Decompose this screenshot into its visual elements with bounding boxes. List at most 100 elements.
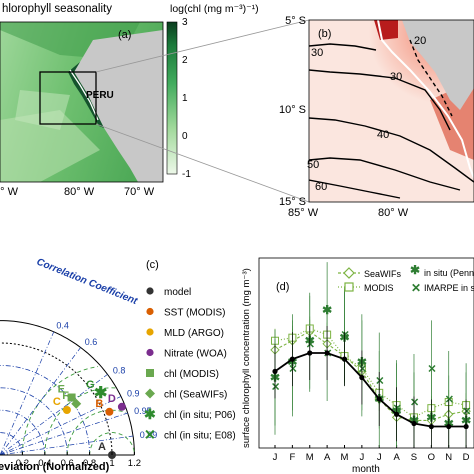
lon-tick: 80° W: [64, 186, 95, 198]
cross-legend-marker: ✕: [411, 281, 421, 295]
month-tick-label: A: [393, 452, 400, 463]
series-point: [324, 350, 330, 356]
corr-ray: [0, 331, 55, 456]
colorbar-tick: -1: [182, 169, 191, 180]
series-point: [359, 374, 365, 381]
series-point: ✕: [462, 406, 471, 418]
contour-label: 50: [307, 159, 319, 171]
series-point: ✕: [340, 330, 349, 342]
modis-legend-marker: [344, 282, 354, 292]
month-tick-label: D: [463, 452, 470, 463]
colorbar-tick: 1: [182, 93, 188, 104]
lat-tick: 10° S: [279, 104, 306, 116]
sd-arc: [0, 432, 23, 455]
zoom-connector: [95, 19, 310, 73]
series-line: [274, 352, 467, 428]
month-tick-label: O: [428, 452, 435, 463]
legend-label: chl (in situ; E08): [164, 431, 236, 442]
panel-b: (b) 20 30 30 40 50 60 5° S 10° S 15° S 8…: [279, 15, 474, 219]
corr-ray: [0, 396, 122, 456]
legend-marker: [146, 328, 154, 336]
corr-tick-label: 0.99: [140, 430, 158, 440]
panel-c-label: (c): [146, 259, 159, 271]
sd-axis-label: eviation (Normalized): [0, 461, 110, 473]
corr-ray: [0, 374, 108, 456]
contour-line: [409, 39, 453, 117]
month-tick-label: J: [377, 452, 382, 463]
month-tick-label: J: [273, 452, 278, 463]
lon-tick: 0° W: [0, 186, 19, 198]
panel-d-xlabel: month: [352, 464, 380, 474]
panel-d-series: ✱✱✱✱✱✱✱✱✱✱✱✱✕✕✕✕✕✕✕✕✕✕✕✕: [270, 262, 471, 447]
series-point: ✕: [288, 363, 297, 375]
corr-tick-label: 0.4: [56, 321, 69, 331]
panel-a-label: (a): [118, 29, 131, 41]
panel-a-lon-ticks: 0° W 80° W 70° W: [0, 186, 155, 198]
legend-label: SST (MODIS): [164, 308, 225, 319]
month-tick-label: S: [411, 452, 417, 463]
contour-label: 20: [414, 35, 426, 47]
sd-tick-label: 0.4: [38, 458, 51, 469]
month-tick-label: J: [359, 452, 364, 463]
series-point: [411, 420, 417, 427]
month-tick-label: F: [289, 452, 295, 463]
series-point: ✕: [306, 339, 315, 351]
panel-d-label: (d): [276, 281, 289, 293]
contour-labels: 20 30 30 40 50 60: [307, 35, 426, 193]
lon-tick: 80° W: [378, 207, 409, 219]
lon-tick: 85° W: [288, 207, 319, 219]
series-point: [463, 423, 469, 430]
panel-b-lon-ticks: 85° W 80° W: [288, 207, 409, 219]
taylor-grid: [0, 320, 135, 456]
zoom-box: [39, 71, 97, 125]
taylor-point: [67, 393, 76, 402]
series-point: [289, 356, 295, 362]
legend-label: SeaWIFs: [364, 269, 402, 279]
legend-label: chl (SeaWIFs): [164, 390, 227, 401]
colorbar: log(chl (mg m⁻³)⁻¹) 3 2 1 0 -1: [166, 3, 259, 180]
taylor-point: [71, 398, 82, 409]
sd-tick-label: 1.2: [128, 458, 141, 469]
legend-label: IMARPE in situ: [424, 283, 474, 293]
panel-b-label: (b): [318, 28, 331, 40]
legend-label: Nitrate (WOA): [164, 349, 227, 360]
corr-tick-label: 0.95: [134, 406, 152, 416]
contour-line: [309, 43, 377, 51]
taylor-point: [105, 407, 114, 416]
taylor-point-label: G: [86, 379, 95, 391]
taylor-point: [62, 406, 71, 414]
taylor-point-label: B: [95, 398, 103, 410]
panel-d: surface chlorophyll concentration (mg m⁻…: [241, 257, 474, 474]
zoom-connector: [95, 123, 310, 203]
colorbar-tick: 0: [182, 131, 188, 142]
star-legend-marker: ✱: [410, 263, 420, 277]
panel-d-ylabel: surface chlorophyll concentration (mg m⁻…: [241, 268, 252, 448]
series-point: ✕: [445, 394, 454, 406]
sd-arc: [0, 342, 113, 456]
panel-d-legend: SeaWIFs MODIS ✱ in situ (Penning ✕ IMARP…: [338, 263, 474, 295]
panel-a: hlorophyll seasonality PERU (a) 0° W 80°…: [0, 3, 310, 203]
sd-outer-arc: [0, 320, 135, 455]
legend-marker: [146, 287, 154, 295]
legend-marker: [146, 348, 154, 357]
taylor-point-label: F: [62, 390, 69, 402]
legend-marker: [146, 369, 154, 377]
panel-a-title: hlorophyll seasonality: [2, 3, 112, 15]
lat-tick: 15° S: [279, 196, 306, 208]
contour-line: [309, 157, 461, 191]
taylor-point: [117, 402, 126, 411]
seawifs-legend-marker: [343, 267, 355, 279]
legend-label: MODIS: [364, 283, 394, 293]
sd-arc: [0, 365, 90, 456]
contour-label: 30: [390, 71, 402, 83]
panel-c: Correlation Coefficient ABC DEF ✱G 0.2 0.4 0…: [0, 257, 236, 473]
series-point: [376, 396, 382, 402]
colorbar-tick: 2: [182, 55, 188, 66]
series-line: [274, 330, 467, 421]
taylor-point-label: A: [98, 441, 106, 453]
legend-marker: ✱: [144, 406, 156, 422]
corr-arc-title: Correlation Coefficient: [35, 257, 140, 308]
taylor-point-label: C: [53, 396, 61, 408]
legend-marker: ✕: [144, 427, 156, 443]
series-point: ✕: [271, 382, 280, 394]
